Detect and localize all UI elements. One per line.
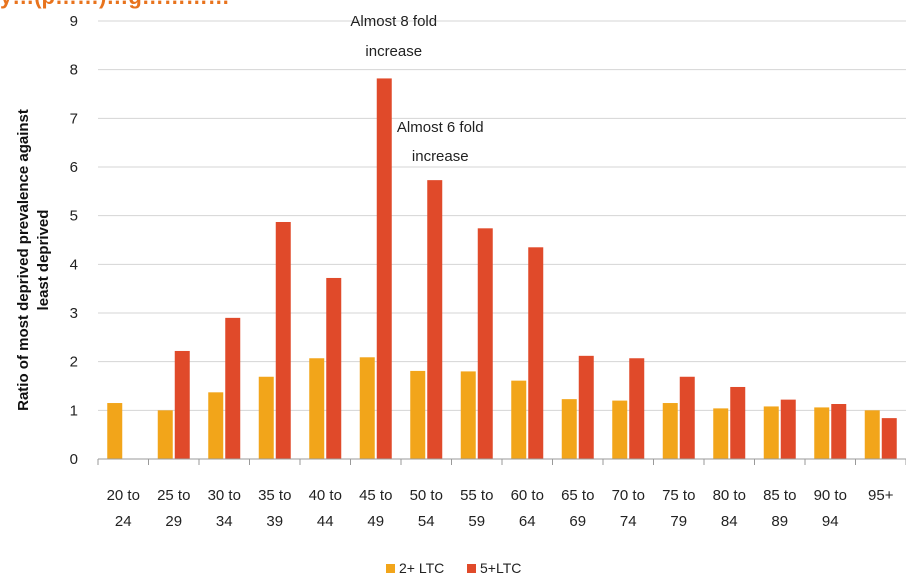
x-tick-label-7-1: 59 — [468, 513, 485, 530]
y-tick-label-4: 4 — [70, 256, 78, 273]
x-tick-label-14-1: 94 — [822, 513, 839, 530]
x-tick-label-6-0: 50 to — [410, 487, 443, 504]
x-tick-label-1-0: 25 to — [157, 487, 190, 504]
annotation-0-line-1: increase — [365, 43, 422, 60]
y-tick-label-2: 2 — [70, 354, 78, 371]
bar-2-ltc-4 — [309, 358, 325, 459]
bar-2-ltc-9 — [561, 399, 577, 459]
chart-title-fragment: y…(p……)…g………… — [0, 0, 230, 9]
legend-swatch-1 — [467, 564, 476, 573]
bar-2-ltc-3 — [258, 376, 274, 459]
x-tick-label-8-1: 64 — [519, 513, 536, 530]
x-tick-label-7-0: 55 to — [460, 487, 493, 504]
x-tick-label-0-0: 20 to — [107, 487, 140, 504]
annotation-0-line-0: Almost 8 fold — [350, 13, 437, 30]
bar-5-ltc-2 — [225, 317, 241, 459]
bar-2-ltc-11 — [662, 403, 678, 459]
bar-2-ltc-6 — [410, 370, 426, 459]
bar-5-ltc-4 — [326, 277, 342, 459]
y-tick-label-1: 1 — [70, 402, 78, 419]
y-axis-label: Ratio of most deprived prevalence agains… — [15, 109, 52, 411]
legend-label-0: 2+ LTC — [399, 560, 444, 576]
legend-label-1: 5+LTC — [480, 560, 521, 576]
x-tick-label-3-1: 39 — [266, 513, 283, 530]
annotations: Almost 8 fold increase Almost 6 fold increa… — [350, 13, 483, 165]
x-tick-label-9-0: 65 to — [561, 487, 594, 504]
y-tick-label-8: 8 — [70, 62, 78, 79]
bar-5-ltc-10 — [629, 358, 645, 459]
bar-5-ltc-12 — [730, 386, 746, 459]
x-tick-label-2-0: 30 to — [208, 487, 241, 504]
x-tick-label-1-1: 29 — [165, 513, 182, 530]
bar-2-ltc-5 — [359, 357, 375, 459]
x-tick-label-14-0: 90 to — [814, 487, 847, 504]
bar-2-ltc-2 — [208, 392, 224, 459]
x-tick-label-10-1: 74 — [620, 513, 637, 530]
x-tick-label-6-1: 54 — [418, 513, 435, 530]
x-tick-label-12-0: 80 to — [713, 487, 746, 504]
x-tick-label-5-1: 49 — [367, 513, 384, 530]
bar-5-ltc-6 — [427, 180, 443, 459]
bar-5-ltc-7 — [477, 228, 493, 459]
x-tick-label-5-0: 45 to — [359, 487, 392, 504]
bar-2-ltc-0 — [107, 403, 123, 459]
x-tick-label-10-0: 70 to — [612, 487, 645, 504]
bar-5-ltc-14 — [831, 404, 847, 459]
x-tick-label-4-1: 44 — [317, 513, 334, 530]
bar-2-ltc-1 — [157, 410, 173, 459]
bar-5-ltc-11 — [679, 376, 695, 459]
y-axis-label-line-0: Ratio of most deprived prevalence agains… — [15, 109, 32, 411]
bar-5-ltc-5 — [376, 78, 392, 459]
y-tick-label-3: 3 — [70, 305, 78, 322]
x-tick-label-8-0: 60 to — [511, 487, 544, 504]
x-tick-label-12-1: 84 — [721, 513, 738, 530]
bar-5-ltc-3 — [275, 221, 291, 459]
x-axis-tick-labels: 20 to 24 25 to 29 30 to 34 35 to 39 40 to 44 45 to… — [107, 487, 894, 530]
bar-5-ltc-15 — [881, 418, 897, 459]
y-axis-ticks: 0 1 2 3 4 5 6 7 8 9 — [70, 13, 78, 468]
y-tick-label-5: 5 — [70, 208, 78, 225]
bar-5-ltc-1 — [174, 350, 190, 459]
legend: 2+ LTC 5+LTC — [386, 560, 521, 576]
y-tick-label-7: 7 — [70, 110, 78, 127]
x-tick-label-11-0: 75 to — [662, 487, 695, 504]
bar-2-ltc-8 — [511, 380, 527, 459]
y-axis-label-line-1: least deprived — [35, 210, 52, 311]
annotation-1-line-0: Almost 6 fold — [397, 119, 484, 136]
y-tick-label-9: 9 — [70, 13, 78, 30]
legend-swatch-0 — [386, 564, 395, 573]
gridlines — [98, 20, 906, 411]
x-tick-label-13-1: 89 — [771, 513, 788, 530]
x-tick-label-3-0: 35 to — [258, 487, 291, 504]
x-tick-label-2-1: 34 — [216, 513, 233, 530]
bar-5-ltc-8 — [528, 247, 544, 459]
x-axis — [97, 458, 906, 465]
bar-2-ltc-15 — [864, 410, 880, 459]
x-tick-label-13-0: 85 to — [763, 487, 796, 504]
x-tick-label-15-0: 95+ — [868, 487, 894, 504]
annotation-1-line-1: increase — [412, 148, 469, 165]
bars — [107, 78, 897, 459]
x-tick-label-11-1: 79 — [670, 513, 687, 530]
y-tick-label-6: 6 — [70, 159, 78, 176]
bar-2-ltc-7 — [460, 371, 476, 459]
x-tick-label-0-1: 24 — [115, 513, 132, 530]
x-tick-label-4-0: 40 to — [309, 487, 342, 504]
bar-2-ltc-14 — [814, 407, 830, 459]
y-tick-label-0: 0 — [70, 451, 78, 468]
x-tick-label-9-1: 69 — [569, 513, 586, 530]
bar-2-ltc-12 — [713, 408, 729, 459]
bar-5-ltc-13 — [780, 399, 796, 459]
bar-2-ltc-13 — [763, 406, 779, 459]
bar-5-ltc-9 — [578, 355, 594, 459]
bar-2-ltc-10 — [612, 400, 628, 459]
